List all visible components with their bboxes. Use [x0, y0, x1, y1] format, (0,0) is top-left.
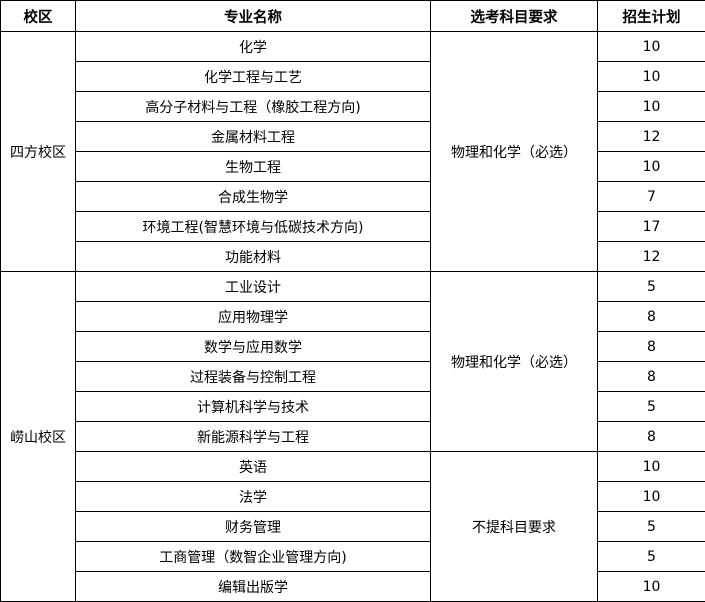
header-major: 专业名称	[76, 1, 431, 32]
plan-cell: 8	[598, 362, 705, 392]
table-row: 新能源科学与工程 8	[1, 422, 705, 452]
plan-cell: 10	[598, 62, 705, 92]
campus-cell: 崂山校区	[1, 272, 76, 602]
plan-cell: 10	[598, 92, 705, 122]
major-cell: 功能材料	[76, 242, 431, 272]
plan-cell: 8	[598, 302, 705, 332]
table-row: 数学与应用数学 8	[1, 332, 705, 362]
header-plan: 招生计划	[598, 1, 705, 32]
table-row: 化学工程与工艺 10	[1, 62, 705, 92]
major-cell: 法学	[76, 482, 431, 512]
table-row: 编辑出版学 10	[1, 572, 705, 602]
plan-cell: 8	[598, 332, 705, 362]
plan-cell: 10	[598, 482, 705, 512]
plan-cell: 12	[598, 242, 705, 272]
major-cell: 应用物理学	[76, 302, 431, 332]
header-row: 校区 专业名称 选考科目要求 招生计划	[1, 1, 705, 32]
header-campus: 校区	[1, 1, 76, 32]
plan-cell: 5	[598, 512, 705, 542]
plan-cell: 5	[598, 392, 705, 422]
plan-cell: 10	[598, 452, 705, 482]
plan-cell: 10	[598, 152, 705, 182]
plan-cell: 7	[598, 182, 705, 212]
requirement-cell: 物理和化学（必选）	[431, 32, 598, 272]
major-cell: 生物工程	[76, 152, 431, 182]
major-cell: 环境工程(智慧环境与低碳技术方向)	[76, 212, 431, 242]
major-cell: 工业设计	[76, 272, 431, 302]
major-cell: 英语	[76, 452, 431, 482]
table-row: 金属材料工程 12	[1, 122, 705, 152]
plan-cell: 17	[598, 212, 705, 242]
table-row: 应用物理学 8	[1, 302, 705, 332]
table-row: 法学 10	[1, 482, 705, 512]
plan-cell: 10	[598, 32, 705, 62]
table-row: 工商管理（数智企业管理方向) 5	[1, 542, 705, 572]
table-row: 过程装备与控制工程 8	[1, 362, 705, 392]
major-cell: 编辑出版学	[76, 572, 431, 602]
table-row: 财务管理 5	[1, 512, 705, 542]
major-cell: 计算机科学与技术	[76, 392, 431, 422]
table-row: 环境工程(智慧环境与低碳技术方向) 17	[1, 212, 705, 242]
header-requirement: 选考科目要求	[431, 1, 598, 32]
major-cell: 金属材料工程	[76, 122, 431, 152]
table-row: 四方校区化学物理和化学（必选）10	[1, 32, 705, 62]
major-cell: 高分子材料与工程（橡胶工程方向)	[76, 92, 431, 122]
table-row: 合成生物学 7	[1, 182, 705, 212]
campus-cell: 四方校区	[1, 32, 76, 272]
major-cell: 工商管理（数智企业管理方向)	[76, 542, 431, 572]
table-row: 功能材料 12	[1, 242, 705, 272]
major-cell: 新能源科学与工程	[76, 422, 431, 452]
table-row: 高分子材料与工程（橡胶工程方向) 10	[1, 92, 705, 122]
plan-cell: 8	[598, 422, 705, 452]
requirement-cell: 物理和化学（必选）	[431, 272, 598, 452]
table-row: 生物工程 10	[1, 152, 705, 182]
major-cell: 财务管理	[76, 512, 431, 542]
major-cell: 过程装备与控制工程	[76, 362, 431, 392]
plan-cell: 12	[598, 122, 705, 152]
major-cell: 合成生物学	[76, 182, 431, 212]
major-cell: 化学	[76, 32, 431, 62]
plan-cell: 5	[598, 542, 705, 572]
major-cell: 数学与应用数学	[76, 332, 431, 362]
plan-cell: 10	[598, 572, 705, 602]
table-row: 计算机科学与技术 5	[1, 392, 705, 422]
plan-cell: 5	[598, 272, 705, 302]
requirement-cell: 不提科目要求	[431, 452, 598, 602]
table-row: 崂山校区工业设计物理和化学（必选）5	[1, 272, 705, 302]
major-cell: 化学工程与工艺	[76, 62, 431, 92]
